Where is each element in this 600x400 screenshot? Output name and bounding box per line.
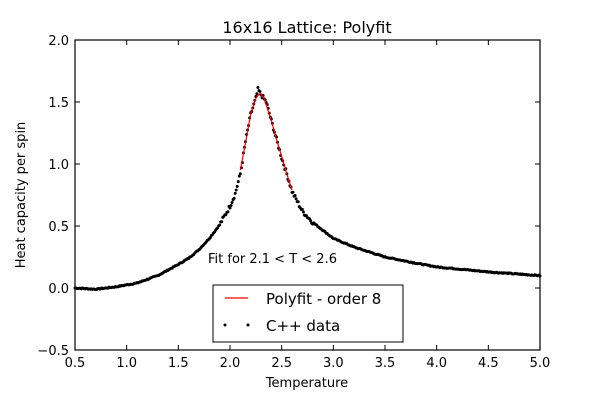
y-axis-label: Heat capacity per spin bbox=[14, 122, 29, 269]
data-point bbox=[218, 223, 222, 227]
y-tick-label: −0.5 bbox=[37, 344, 69, 359]
x-axis-label: Temperature bbox=[265, 376, 348, 391]
x-tick-label: 5.0 bbox=[530, 356, 551, 371]
data-point bbox=[293, 193, 297, 197]
x-axis-ticks: 0.5 1.0 1.5 2.0 2.5 3.0 3.5 4.0 4.5 5.0 bbox=[65, 40, 551, 371]
data-point bbox=[230, 201, 234, 205]
legend-label-polyfit: Polyfit - order 8 bbox=[266, 290, 381, 308]
legend-label-data: C++ data bbox=[266, 317, 340, 335]
x-tick-label: 3.5 bbox=[375, 356, 396, 371]
polyfit-line bbox=[239, 92, 293, 191]
data-point bbox=[238, 172, 242, 176]
data-point bbox=[291, 190, 295, 194]
data-point bbox=[237, 174, 241, 178]
x-tick-label: 4.5 bbox=[478, 356, 499, 371]
chart-title: 16x16 Lattice: Polyfit bbox=[222, 18, 391, 37]
legend-box bbox=[212, 284, 404, 343]
data-point bbox=[228, 206, 232, 210]
data-point bbox=[256, 85, 260, 89]
legend-dot-icon bbox=[246, 323, 250, 327]
legend: Polyfit - order 8 C++ data bbox=[212, 284, 404, 343]
y-axis-ticks: −0.5 0.0 0.5 1.0 1.5 2.0 bbox=[37, 34, 540, 359]
y-tick-label: 0.0 bbox=[48, 282, 69, 297]
plot-area bbox=[73, 85, 542, 292]
data-point bbox=[294, 197, 298, 201]
data-point bbox=[258, 89, 262, 93]
x-tick-label: 1.5 bbox=[168, 356, 189, 371]
x-tick-label: 1.0 bbox=[116, 356, 137, 371]
x-tick-label: 0.5 bbox=[65, 356, 86, 371]
data-point bbox=[233, 191, 237, 195]
x-tick-label: 2.5 bbox=[271, 356, 292, 371]
y-tick-label: 1.0 bbox=[48, 158, 69, 173]
data-point bbox=[300, 207, 304, 211]
data-point bbox=[236, 180, 240, 184]
data-point bbox=[229, 204, 233, 208]
axes-frame bbox=[74, 39, 541, 351]
data-point bbox=[235, 184, 239, 188]
fit-range-annotation: Fit for 2.1 < T < 2.6 bbox=[208, 252, 337, 267]
data-point bbox=[234, 188, 238, 192]
data-point bbox=[226, 210, 230, 214]
legend-dot-icon bbox=[223, 323, 227, 327]
data-point bbox=[224, 213, 228, 217]
x-tick-label: 3.0 bbox=[323, 356, 344, 371]
x-tick-label: 2.0 bbox=[220, 356, 241, 371]
y-tick-label: 1.5 bbox=[48, 96, 69, 111]
data-point bbox=[296, 200, 300, 204]
y-tick-label: 2.0 bbox=[48, 34, 69, 49]
data-point bbox=[309, 219, 313, 223]
y-tick-label: 0.5 bbox=[48, 220, 69, 235]
data-point bbox=[301, 210, 305, 214]
data-point bbox=[232, 196, 236, 200]
data-point bbox=[220, 220, 224, 224]
x-tick-label: 4.0 bbox=[426, 356, 447, 371]
data-point bbox=[255, 92, 259, 96]
